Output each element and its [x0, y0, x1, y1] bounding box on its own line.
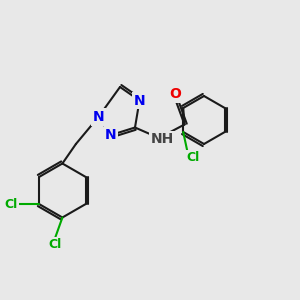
Text: NH: NH	[150, 133, 174, 146]
Text: N: N	[134, 94, 145, 107]
Text: Cl: Cl	[48, 238, 62, 251]
Text: Cl: Cl	[187, 151, 200, 164]
Text: Cl: Cl	[4, 197, 17, 211]
Text: N: N	[105, 128, 117, 142]
Text: O: O	[169, 88, 181, 101]
Text: N: N	[93, 110, 104, 124]
